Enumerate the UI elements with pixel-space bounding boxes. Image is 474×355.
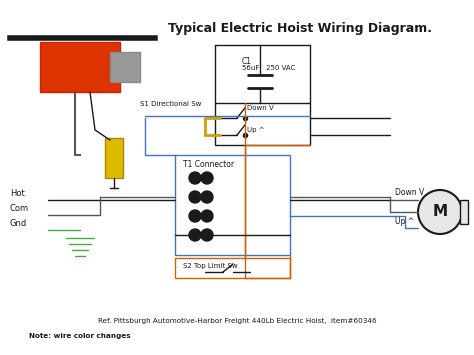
Bar	[460, 200, 468, 224]
Text: Up ^: Up ^	[247, 127, 264, 133]
Circle shape	[201, 229, 213, 241]
Circle shape	[189, 229, 201, 241]
Bar	[215, 103, 310, 145]
Bar	[105, 138, 123, 178]
Text: Down V: Down V	[395, 188, 424, 197]
Bar	[40, 42, 120, 92]
Text: S2 Top Limit Sw: S2 Top Limit Sw	[183, 263, 237, 269]
Text: Up ^: Up ^	[395, 217, 414, 226]
Text: C1: C1	[242, 57, 252, 66]
Text: Gnd: Gnd	[10, 219, 27, 228]
Text: S1 Directional Sw: S1 Directional Sw	[140, 101, 201, 107]
Text: Com: Com	[10, 204, 29, 213]
Circle shape	[189, 191, 201, 203]
Circle shape	[201, 172, 213, 184]
Bar	[110, 52, 140, 82]
Text: Note: wire color changes: Note: wire color changes	[29, 333, 131, 339]
Circle shape	[201, 210, 213, 222]
Text: 56uF,  250 VAC: 56uF, 250 VAC	[242, 65, 295, 71]
Circle shape	[418, 190, 462, 234]
Bar	[175, 155, 290, 255]
Text: Typical Electric Hoist Wiring Diagram.: Typical Electric Hoist Wiring Diagram.	[168, 22, 432, 35]
Text: Ref. Pittsburgh Automotive-Harbor Freight 440Lb Electric Hoist,  item#60346: Ref. Pittsburgh Automotive-Harbor Freigh…	[98, 318, 376, 324]
Text: Down V: Down V	[247, 105, 274, 111]
Text: M: M	[432, 204, 447, 219]
Bar	[175, 258, 290, 278]
Circle shape	[201, 191, 213, 203]
Circle shape	[189, 172, 201, 184]
Circle shape	[189, 210, 201, 222]
Text: T1 Connector: T1 Connector	[183, 160, 234, 169]
Text: Hot: Hot	[10, 189, 25, 198]
